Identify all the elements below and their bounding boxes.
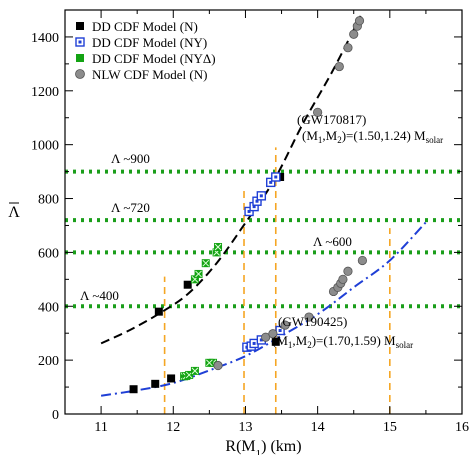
fit-curve-2: [100, 221, 427, 397]
data-point-1-4: [154, 307, 163, 316]
x-tick-label-11: 11: [94, 420, 107, 435]
data-point-2-11: [271, 172, 281, 182]
annotation-gw170817: (GW170817): [297, 112, 366, 127]
data-point-1-1: [129, 385, 138, 394]
data-point-2-10: [266, 177, 276, 188]
data-point-3-8-x2: [195, 270, 202, 278]
data-point-4-2: [261, 332, 271, 342]
data-point-1-3: [167, 374, 176, 383]
data-point-3-4: [190, 366, 199, 375]
data-point-2-10-dot: [269, 180, 273, 184]
data-point-2-9-dot: [259, 194, 263, 198]
reference-label-900: Λ ~900: [111, 151, 150, 166]
x-tick-label-16: 16: [455, 420, 469, 435]
data-point-2-6: [244, 206, 254, 217]
reference-label-720: Λ ~720: [111, 200, 150, 215]
reference-label-600: Λ ~600: [313, 234, 352, 249]
annotation-gw190425: (GW190425): [278, 314, 347, 329]
legend-marker-4: [75, 69, 85, 79]
annotation-gw190425-masses-part-0: (M: [272, 333, 288, 348]
data-point-4-12: [313, 107, 323, 117]
annotation-gw170817-masses-part-1: 1: [318, 135, 323, 145]
data-point-3-6-x2: [206, 359, 213, 367]
data-point-4-4: [280, 320, 290, 330]
data-point-3-4-x2: [191, 367, 199, 375]
legend-item-4: [75, 69, 85, 79]
data-point-1-5: [183, 280, 192, 289]
data-point-1-6: [271, 337, 280, 346]
legend-label-4: NLW CDF Model (N): [92, 67, 207, 82]
legend-label-1: DD CDF Model (N): [92, 19, 198, 34]
annotation-gw190425-masses: (M1,M2)=(1.70,1.59) Msolar: [272, 333, 413, 350]
annotation-gw170817-masses-part-3: 2: [337, 135, 342, 145]
annotation-gw190425-masses-part-2: ,M: [292, 333, 307, 348]
data-point-2-8-dot: [255, 199, 259, 203]
x-tick-label-13: 13: [238, 420, 252, 435]
data-point-4-11: [357, 255, 367, 266]
data-point-4-17: [354, 16, 365, 26]
data-point-2-7-dot: [252, 205, 256, 209]
legend-item-1: [76, 22, 84, 30]
data-point-1-2: [151, 379, 160, 388]
annotation-gw190425-masses-part-4: )=(1.70,1.59) M: [312, 333, 396, 348]
data-point-4-14: [343, 43, 353, 53]
data-point-2-4-dot: [259, 338, 263, 342]
x-axis-title: R(M1) (km): [225, 438, 301, 455]
y-tick-label-1000: 1000: [31, 139, 59, 154]
x-tick-label-14: 14: [311, 420, 325, 435]
data-point-4-13: [334, 61, 344, 72]
annotation-gw190425-masses-part-3: 2: [307, 340, 312, 350]
x-tick-label-15: 15: [383, 420, 397, 435]
y-tick-label-200: 200: [38, 354, 59, 369]
legend-marker-3: [76, 54, 84, 62]
x-tick-label-12: 12: [166, 420, 180, 435]
annotation-gw170817-masses-part-5: solar: [426, 135, 444, 145]
data-point-4-1: [213, 360, 223, 371]
data-point-2-6-dot: [247, 209, 251, 213]
data-point-3-9: [201, 259, 210, 268]
plot-area: [65, 14, 462, 414]
data-point-3-11-x2: [214, 243, 222, 251]
x-axis-title-main: R(M: [225, 438, 255, 455]
data-point-4-3: [268, 329, 278, 339]
data-point-4-10: [343, 266, 353, 276]
x-axis-title-tail: ) (km): [261, 438, 301, 455]
data-point-2-11-dot: [274, 175, 278, 179]
legend-marker-dot-2: [78, 40, 82, 44]
x-axis-title-sub: 1: [256, 448, 262, 455]
legend-item-3: [76, 54, 84, 62]
data-point-4-9: [338, 274, 348, 284]
legend-item-2: [75, 37, 85, 47]
y-tick-label-800: 800: [38, 193, 59, 208]
y-axis-title: Λ: [8, 204, 20, 221]
annotation-gw170817-masses: (M1,M2)=(1.50,1.24) Msolar: [302, 128, 443, 145]
annotation-gw190425-masses-part-1: 1: [288, 340, 293, 350]
data-point-3-9-x2: [202, 259, 210, 267]
data-point-3-11: [214, 243, 223, 252]
y-tick-label-1400: 1400: [31, 31, 59, 46]
data-point-3-8: [194, 269, 203, 278]
legend-marker-1: [76, 22, 84, 30]
plot-frame: [64, 9, 463, 415]
y-tick-label-1200: 1200: [31, 85, 59, 100]
data-point-2-3-dot: [252, 341, 256, 345]
legend-label-2: DD CDF Model (NY): [92, 35, 207, 50]
annotation-gw170817-masses-part-2: ,M: [322, 128, 337, 143]
data-point-3-6: [205, 358, 214, 367]
fit-curve-1: [100, 14, 362, 345]
y-tick-label-600: 600: [38, 246, 59, 261]
legend-label-3: DD CDF Model (NYΔ): [92, 51, 216, 66]
annotation-gw170817-masses-part-0: (M: [302, 128, 318, 143]
y-tick-label-400: 400: [38, 300, 59, 315]
reference-label-400: Λ ~400: [80, 288, 119, 303]
data-point-4-15: [349, 29, 359, 39]
data-point-2-9: [256, 191, 267, 201]
annotation-gw190425-masses-part-5: solar: [396, 340, 414, 350]
y-tick-label-0: 0: [52, 408, 59, 423]
data-point-2-5-dot: [278, 329, 282, 333]
annotation-gw170817-masses-part-4: )=(1.50,1.24) M: [342, 128, 426, 143]
data-point-4-5: [304, 312, 314, 322]
